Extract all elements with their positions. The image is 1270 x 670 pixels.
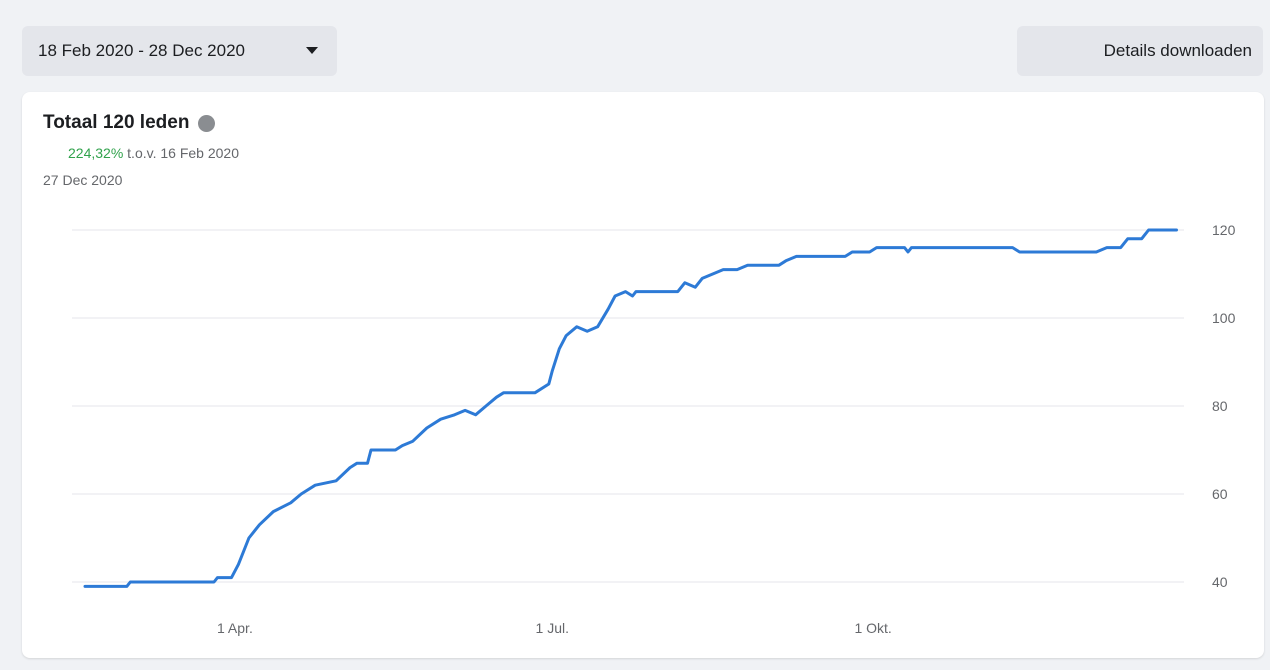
info-icon[interactable] [198,114,216,132]
change-percent: 224,32% [68,145,124,161]
change-reference: t.o.v. 16 Feb 2020 [127,145,239,161]
toolbar: 18 Feb 2020 - 28 Dec 2020 Details downlo… [0,0,1270,92]
chevron-down-icon [306,47,318,54]
members-line-chart: 40 60 80 100 120 1 Apr. 1 Jul. 1 Okt. [72,222,1236,636]
download-details-button[interactable]: Details downloaden [1017,26,1263,76]
date-range-label: 18 Feb 2020 - 28 Dec 2020 [38,41,245,60]
y-tick-label: 80 [1212,398,1228,414]
series-line-members [83,228,1178,588]
y-tick-label: 100 [1212,310,1236,326]
card-header: Totaal 120 leden [43,112,216,134]
y-tick-label: 60 [1212,486,1228,502]
y-tick-label: 120 [1212,222,1236,238]
x-tick-label: 1 Jul. [536,620,569,636]
y-tick-label: 40 [1212,574,1228,590]
current-date: 27 Dec 2020 [43,172,123,188]
x-tick-label: 1 Okt. [854,620,891,636]
card-title: Totaal 120 leden [43,112,190,133]
download-details-label: Details downloaden [1103,41,1252,60]
date-range-dropdown[interactable]: 18 Feb 2020 - 28 Dec 2020 [22,26,337,76]
x-tick-label: 1 Apr. [217,620,253,636]
change-summary: 224,32% t.o.v. 16 Feb 2020 [68,145,239,161]
members-chart-card: Totaal 120 leden 224,32% t.o.v. 16 Feb 2… [22,92,1264,658]
